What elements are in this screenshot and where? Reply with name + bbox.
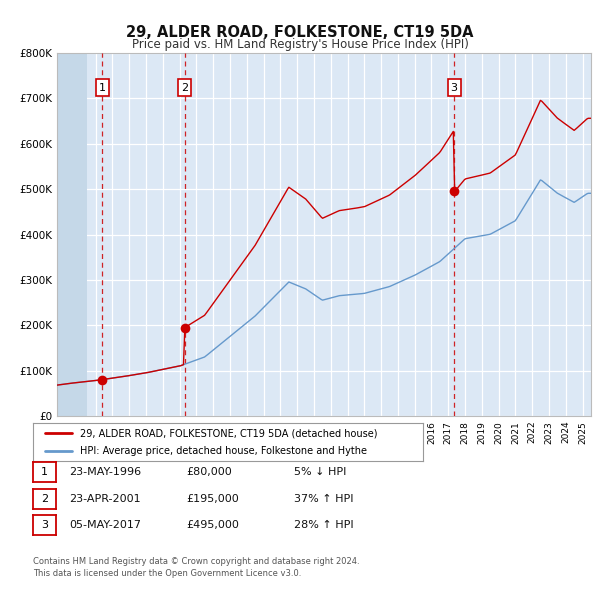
Text: 1: 1 — [98, 83, 106, 93]
Text: 29, ALDER ROAD, FOLKESTONE, CT19 5DA: 29, ALDER ROAD, FOLKESTONE, CT19 5DA — [126, 25, 474, 40]
Text: 3: 3 — [41, 520, 48, 530]
Bar — [57, 53, 87, 416]
Text: £495,000: £495,000 — [186, 520, 239, 530]
Text: £80,000: £80,000 — [186, 467, 232, 477]
Text: 1: 1 — [41, 467, 48, 477]
Text: 28% ↑ HPI: 28% ↑ HPI — [294, 520, 353, 530]
Text: 3: 3 — [451, 83, 458, 93]
Text: HPI: Average price, detached house, Folkestone and Hythe: HPI: Average price, detached house, Folk… — [80, 446, 367, 456]
Text: Contains HM Land Registry data © Crown copyright and database right 2024.: Contains HM Land Registry data © Crown c… — [33, 557, 359, 566]
Text: 05-MAY-2017: 05-MAY-2017 — [69, 520, 141, 530]
Text: Price paid vs. HM Land Registry's House Price Index (HPI): Price paid vs. HM Land Registry's House … — [131, 38, 469, 51]
Text: £195,000: £195,000 — [186, 494, 239, 503]
Text: 2: 2 — [181, 83, 188, 93]
Text: 29, ALDER ROAD, FOLKESTONE, CT19 5DA (detached house): 29, ALDER ROAD, FOLKESTONE, CT19 5DA (de… — [80, 428, 377, 438]
Text: 23-MAY-1996: 23-MAY-1996 — [69, 467, 141, 477]
Text: This data is licensed under the Open Government Licence v3.0.: This data is licensed under the Open Gov… — [33, 569, 301, 578]
Text: 5% ↓ HPI: 5% ↓ HPI — [294, 467, 346, 477]
Text: 2: 2 — [41, 494, 48, 503]
Text: 37% ↑ HPI: 37% ↑ HPI — [294, 494, 353, 503]
Text: 23-APR-2001: 23-APR-2001 — [69, 494, 140, 503]
